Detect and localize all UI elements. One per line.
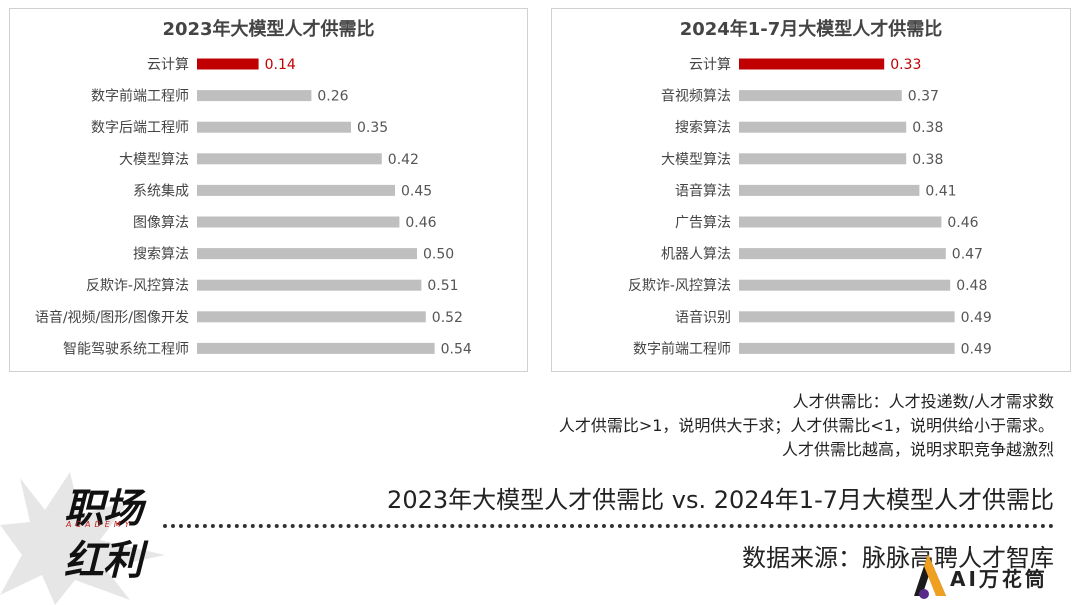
brand-logo: 职场 ACADEMY 红利 [60, 476, 160, 586]
chart-panel-2024: 2024年1-7月大模型人才供需比 云计算 0.33 音视频算法 0.37 搜索算法 0.… [551, 8, 1071, 372]
category-label: 广告算法 [675, 215, 731, 231]
bar [739, 121, 907, 133]
bar [197, 248, 417, 260]
bar [197, 121, 351, 133]
category-label: 云计算 [689, 57, 731, 73]
bar [197, 153, 382, 165]
bar [739, 58, 885, 70]
bar-chart-2024: 云计算 0.33 音视频算法 0.37 搜索算法 0.38 大模型算法 0.38 语音算法 0.4… [628, 57, 992, 357]
value-label: 0.33 [890, 57, 921, 73]
note-line: 人才供需比：人才投递数/人才需求数 [792, 392, 1054, 411]
bar [739, 248, 946, 260]
dotted-divider [163, 524, 1054, 528]
bar [739, 90, 902, 102]
bar-chart-2023: 云计算 0.14 数字前端工程师 0.26 数字后端工程师 0.35 大模型算法 0.42 系统… [35, 57, 472, 357]
data-source: 数据来源：脉脉高聘人才智库 [742, 544, 1054, 572]
value-label: 0.50 [423, 247, 454, 263]
note-line: 人才供需比越高，说明求职竞争越激烈 [781, 440, 1054, 459]
value-label: 0.42 [388, 152, 419, 168]
category-label: 反欺诈-风控算法 [86, 278, 189, 294]
bar [739, 342, 955, 354]
badge-logo-icon [914, 554, 946, 599]
category-label: 图像算法 [133, 215, 189, 231]
category-label: 语音/视频/图形/图像开发 [35, 309, 189, 326]
value-label: 0.49 [961, 341, 992, 357]
bar [739, 184, 920, 196]
value-label: 0.26 [317, 89, 348, 105]
value-label: 0.14 [265, 57, 296, 73]
bar [197, 90, 312, 102]
bar [739, 153, 907, 165]
category-label: 云计算 [147, 57, 189, 73]
category-label: 大模型算法 [661, 152, 731, 168]
value-label: 0.54 [441, 341, 472, 357]
category-label: 音视频算法 [661, 88, 731, 105]
value-label: 0.46 [947, 215, 978, 231]
definition-notes: 人才供需比：人才投递数/人才需求数 人才供需比>1，说明供大于求；人才供需比<1… [559, 390, 1054, 462]
bar [197, 216, 400, 228]
bar [197, 184, 395, 196]
value-label: 0.45 [401, 183, 432, 199]
category-label: 机器人算法 [661, 247, 731, 263]
category-label: 语音识别 [675, 309, 731, 326]
comparison-subtitle: 2023年大模型人才供需比 vs. 2024年1-7月大模型人才供需比 [387, 486, 1054, 514]
category-label: 反欺诈-风控算法 [628, 278, 731, 294]
value-label: 0.37 [908, 89, 939, 105]
logo-tag: ACADEMY [66, 520, 134, 529]
category-label: 数字后端工程师 [91, 120, 189, 136]
chart-title: 2023年大模型人才供需比 [162, 19, 375, 40]
chart-panel-2023: 2023年大模型人才供需比 云计算 0.14 数字前端工程师 0.26 数字后端工程师 0… [9, 8, 528, 372]
value-label: 0.46 [405, 215, 436, 231]
category-label: 大模型算法 [119, 152, 189, 168]
value-label: 0.35 [357, 120, 388, 136]
value-label: 0.48 [956, 278, 987, 294]
bar [197, 58, 259, 70]
bar [197, 342, 435, 354]
watermark-badge: AI万花筒 [906, 550, 1066, 600]
category-label: 智能驾驶系统工程师 [63, 341, 189, 357]
value-label: 0.38 [912, 120, 943, 136]
logo-line-1: 职场 [64, 486, 143, 532]
category-label: 数字前端工程师 [633, 340, 731, 357]
starburst-decoration [0, 472, 165, 605]
category-label: 语音算法 [675, 182, 731, 199]
category-label: 搜索算法 [133, 246, 189, 263]
value-label: 0.41 [925, 183, 956, 199]
value-label: 0.47 [952, 247, 983, 263]
value-label: 0.38 [912, 152, 943, 168]
bar [739, 311, 955, 323]
value-label: 0.51 [427, 278, 458, 294]
value-label: 0.49 [961, 310, 992, 326]
value-label: 0.52 [432, 310, 463, 326]
bar [739, 216, 942, 228]
badge-text: AI万花筒 [950, 567, 1048, 591]
note-line: 人才供需比>1，说明供大于求；人才供需比<1，说明供给小于需求。 [558, 416, 1054, 435]
category-label: 搜索算法 [675, 119, 731, 136]
bar [197, 311, 426, 323]
bar [197, 279, 422, 291]
logo-line-2: 红利 [64, 538, 143, 584]
bar [739, 279, 951, 291]
category-label: 系统集成 [133, 182, 189, 199]
chart-title: 2024年1-7月大模型人才供需比 [679, 19, 943, 40]
category-label: 数字前端工程师 [91, 88, 189, 105]
